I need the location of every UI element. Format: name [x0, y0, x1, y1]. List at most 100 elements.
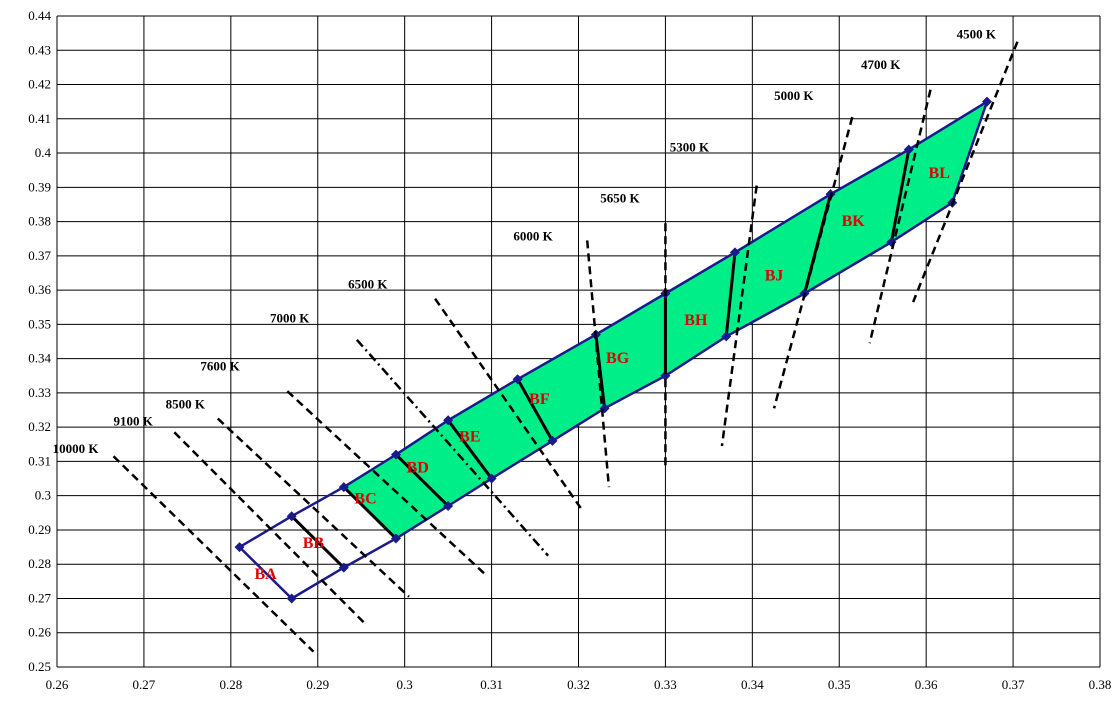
y-tick-label: 0.28 [28, 556, 51, 571]
bin-label: BE [459, 429, 480, 446]
cct-label: 4700 K [861, 57, 901, 72]
data-point [982, 96, 993, 107]
y-tick-label: 0.26 [28, 625, 51, 640]
y-tick-label: 0.33 [28, 385, 51, 400]
lower-boundary [291, 201, 953, 600]
x-tick-label: 0.27 [133, 677, 156, 692]
data-point [338, 482, 349, 493]
cct-label: 10000 K [53, 441, 100, 456]
cct-line [286, 390, 489, 578]
bin-label: BB [303, 535, 325, 552]
cct-line [911, 41, 1019, 303]
x-axis-ticks: 0.26 0.27 0.28 0.29 0.3 0.31 0.32 0.33 0.34 0.35 0… [46, 677, 1112, 692]
data-point [660, 370, 671, 381]
cct-label: 9100 K [113, 413, 153, 428]
bin-divider [290, 515, 345, 569]
x-tick-label: 0.3 [397, 677, 413, 692]
data-point [512, 374, 523, 385]
bin-label: BH [684, 312, 708, 329]
y-tick-label: 0.42 [28, 77, 51, 92]
y-tick-label: 0.36 [28, 282, 51, 297]
bin-divider [724, 252, 737, 337]
bin-divider [889, 149, 911, 243]
upper-boundary [238, 100, 988, 549]
x-tick-label: 0.37 [1002, 677, 1025, 692]
cct-line [216, 417, 410, 598]
data-point [234, 542, 245, 553]
x-tick-label: 0.26 [46, 677, 69, 692]
cct-label: 7000 K [270, 311, 310, 326]
cct-line [585, 240, 611, 488]
x-tick-label: 0.28 [219, 677, 242, 692]
cct-label: 8500 K [166, 396, 206, 411]
cct-label: 6000 K [513, 228, 553, 243]
cct-line [772, 116, 854, 409]
y-tick-label: 0.3 [35, 488, 51, 503]
x-tick-label: 0.35 [828, 677, 851, 692]
data-point [547, 435, 558, 446]
x-tick-label: 0.29 [306, 677, 329, 692]
data-point [443, 415, 454, 426]
bin-label: BA [254, 566, 277, 583]
data-point [390, 449, 401, 460]
cct-lines: 10000 K 9100 K 8500 K 7600 K 7000 K 6500 K 600… [53, 26, 1019, 653]
data-point [903, 144, 914, 155]
cct-line [434, 297, 584, 512]
cct-label: 7600 K [200, 359, 240, 374]
y-tick-label: 0.37 [28, 248, 51, 263]
y-tick-label: 0.38 [28, 214, 51, 229]
cct-label: 5650 K [600, 191, 640, 206]
bin-label: BJ [765, 268, 784, 285]
cct-label: 5300 K [670, 139, 710, 154]
bin-labels: BA BB BC BD BE BF BG BH BJ BK BL [254, 165, 949, 583]
y-tick-label: 0.44 [28, 8, 51, 23]
bin-label: BK [842, 213, 866, 230]
cct-label: 4500 K [957, 26, 997, 41]
cct-line [868, 89, 932, 344]
bin-label: BD [407, 460, 429, 477]
y-tick-label: 0.31 [28, 453, 51, 468]
cct-line [720, 185, 758, 447]
y-tick-label: 0.32 [28, 419, 51, 434]
cct-label: 5000 K [774, 88, 814, 103]
bin-divider [446, 419, 493, 480]
bin-divider [516, 378, 554, 442]
bin-label: BG [606, 350, 630, 367]
data-point [390, 533, 401, 544]
data-point [286, 593, 297, 604]
bin-label: BF [529, 391, 550, 408]
bin-label: BL [929, 165, 950, 182]
left-boundary [238, 546, 293, 600]
x-tick-label: 0.33 [654, 677, 677, 692]
y-tick-label: 0.27 [28, 590, 51, 605]
y-tick-label: 0.35 [28, 316, 51, 331]
x-tick-label: 0.36 [915, 677, 938, 692]
cct-line [173, 431, 367, 626]
y-tick-label: 0.29 [28, 522, 51, 537]
cct-line [112, 455, 315, 653]
y-tick-label: 0.4 [35, 145, 52, 160]
y-tick-label: 0.25 [28, 659, 51, 674]
data-point [443, 500, 454, 511]
bin-divider [342, 486, 398, 540]
x-tick-label: 0.34 [741, 677, 764, 692]
grid-lines [56, 15, 1101, 668]
x-tick-label: 0.31 [480, 677, 503, 692]
y-axis-ticks: 0.25 0.26 0.27 0.28 0.29 0.3 0.31 0.32 0.33 0.34 0… [28, 8, 51, 674]
x-tick-label: 0.38 [1089, 677, 1112, 692]
x-tick-label: 0.32 [567, 677, 590, 692]
data-point [338, 562, 349, 573]
bin-label: BC [354, 490, 376, 507]
right-boundary [951, 101, 989, 204]
y-tick-label: 0.34 [28, 351, 51, 366]
data-point [286, 511, 297, 522]
data-point [729, 247, 740, 258]
y-tick-label: 0.41 [28, 111, 51, 126]
data-point [721, 331, 732, 342]
y-tick-label: 0.43 [28, 42, 51, 57]
y-tick-label: 0.39 [28, 179, 51, 194]
cct-label: 6500 K [348, 276, 388, 291]
bin-divider [394, 453, 450, 508]
data-point [486, 473, 497, 484]
